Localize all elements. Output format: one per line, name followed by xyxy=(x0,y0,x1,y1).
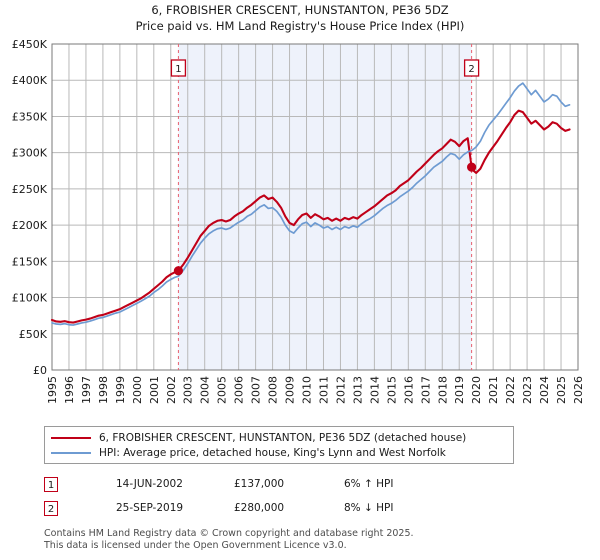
chart-legend: 6, FROBISHER CRESCENT, HUNSTANTON, PE36 … xyxy=(44,426,514,464)
svg-text:2006: 2006 xyxy=(233,376,246,404)
svg-text:1999: 1999 xyxy=(114,376,127,404)
svg-text:1997: 1997 xyxy=(80,376,93,404)
footer-line-1: Contains HM Land Registry data © Crown c… xyxy=(44,528,414,539)
svg-text:1995: 1995 xyxy=(46,376,59,404)
svg-text:2008: 2008 xyxy=(267,376,280,404)
svg-text:2009: 2009 xyxy=(284,376,297,404)
svg-text:2025: 2025 xyxy=(555,376,568,404)
price-index-line-chart: £0 £50K £100K £150K £200K £250K £300K £350K £400… xyxy=(12,38,585,404)
svg-text:£200K: £200K xyxy=(12,219,48,232)
svg-text:£250K: £250K xyxy=(12,183,48,196)
svg-text:2018: 2018 xyxy=(436,376,449,404)
svg-text:2005: 2005 xyxy=(216,376,229,404)
svg-text:2021: 2021 xyxy=(487,376,500,404)
svg-text:£450K: £450K xyxy=(12,38,48,51)
svg-text:1996: 1996 xyxy=(63,376,76,404)
transaction-hpi-delta-1: 6% ↑ HPI xyxy=(344,478,394,490)
svg-text:£100K: £100K xyxy=(12,292,48,305)
svg-text:2003: 2003 xyxy=(182,376,195,404)
transaction-hpi-delta-2: 8% ↓ HPI xyxy=(344,502,394,514)
svg-text:£400K: £400K xyxy=(12,74,48,87)
svg-text:2004: 2004 xyxy=(199,376,212,404)
y-axis-tick-labels: £0 £50K £100K £150K £200K £250K £300K £350K £400… xyxy=(12,38,48,377)
attribution-footer: Contains HM Land Registry data © Crown c… xyxy=(44,528,564,551)
svg-text:2022: 2022 xyxy=(504,376,517,404)
svg-text:2020: 2020 xyxy=(470,376,483,404)
x-axis-tick-labels: 1995 1996 1997 1998 1999 2000 2001 2002 2003 2004… xyxy=(46,376,585,404)
svg-text:£350K: £350K xyxy=(12,110,48,123)
transaction-badge-2: 2 xyxy=(44,500,58,516)
legend-label-hpi: HPI: Average price, detached house, King… xyxy=(99,446,446,459)
svg-text:2012: 2012 xyxy=(334,376,347,404)
transaction-price-1: £137,000 xyxy=(234,478,285,490)
svg-text:2017: 2017 xyxy=(419,376,432,404)
svg-text:2014: 2014 xyxy=(368,376,381,404)
title-line-2: Price paid vs. HM Land Registry's House … xyxy=(135,19,465,33)
table-row: 2 25-SEP-2019 £280,000 8% ↓ HPI xyxy=(44,496,524,520)
transaction-span-shading xyxy=(178,44,472,370)
svg-text:2016: 2016 xyxy=(402,376,415,404)
svg-text:2024: 2024 xyxy=(538,376,551,404)
legend-label-property: 6, FROBISHER CRESCENT, HUNSTANTON, PE36 … xyxy=(99,431,467,444)
svg-text:2023: 2023 xyxy=(521,376,534,404)
svg-text:2013: 2013 xyxy=(351,376,364,404)
legend-item-property: 6, FROBISHER CRESCENT, HUNSTANTON, PE36 … xyxy=(51,430,507,445)
svg-text:2001: 2001 xyxy=(148,376,161,404)
svg-text:1: 1 xyxy=(175,64,181,75)
data-series-lines xyxy=(50,82,571,326)
transaction-marker-lines xyxy=(177,44,473,370)
legend-item-hpi: HPI: Average price, detached house, King… xyxy=(51,445,507,460)
title-line-1: 6, FROBISHER CRESCENT, HUNSTANTON, PE36 … xyxy=(151,3,449,17)
transaction-point-markers xyxy=(173,162,477,276)
svg-text:2026: 2026 xyxy=(572,376,585,404)
table-row: 1 14-JUN-2002 £137,000 6% ↑ HPI xyxy=(44,472,524,496)
svg-text:1998: 1998 xyxy=(97,376,110,404)
svg-text:2007: 2007 xyxy=(250,376,263,404)
footer-line-2: This data is licensed under the Open Gov… xyxy=(44,539,347,551)
transaction-date-1: 14-JUN-2002 xyxy=(116,478,183,490)
page-title: 6, FROBISHER CRESCENT, HUNSTANTON, PE36 … xyxy=(0,2,600,34)
transactions-table: 1 14-JUN-2002 £137,000 6% ↑ HPI 2 25-SEP… xyxy=(44,472,524,520)
legend-swatch-hpi xyxy=(51,451,91,454)
svg-text:2: 2 xyxy=(468,64,474,75)
svg-text:2019: 2019 xyxy=(453,376,466,404)
svg-text:2000: 2000 xyxy=(131,376,144,404)
transaction-date-2: 25-SEP-2019 xyxy=(116,502,184,514)
svg-text:£150K: £150K xyxy=(12,255,48,268)
svg-text:£0: £0 xyxy=(33,364,47,377)
svg-text:2002: 2002 xyxy=(165,376,178,404)
svg-text:2010: 2010 xyxy=(301,376,314,404)
svg-text:2011: 2011 xyxy=(317,376,330,404)
chart-plot-container: £0 £50K £100K £150K £200K £250K £300K £350K £400… xyxy=(0,36,600,416)
axis-lines xyxy=(51,43,579,371)
svg-text:£300K: £300K xyxy=(12,147,48,160)
svg-text:£50K: £50K xyxy=(19,328,48,341)
svg-text:2015: 2015 xyxy=(385,376,398,404)
transaction-badge-1: 1 xyxy=(44,476,58,492)
legend-swatch-property xyxy=(51,436,91,439)
transaction-price-2: £280,000 xyxy=(234,502,285,514)
